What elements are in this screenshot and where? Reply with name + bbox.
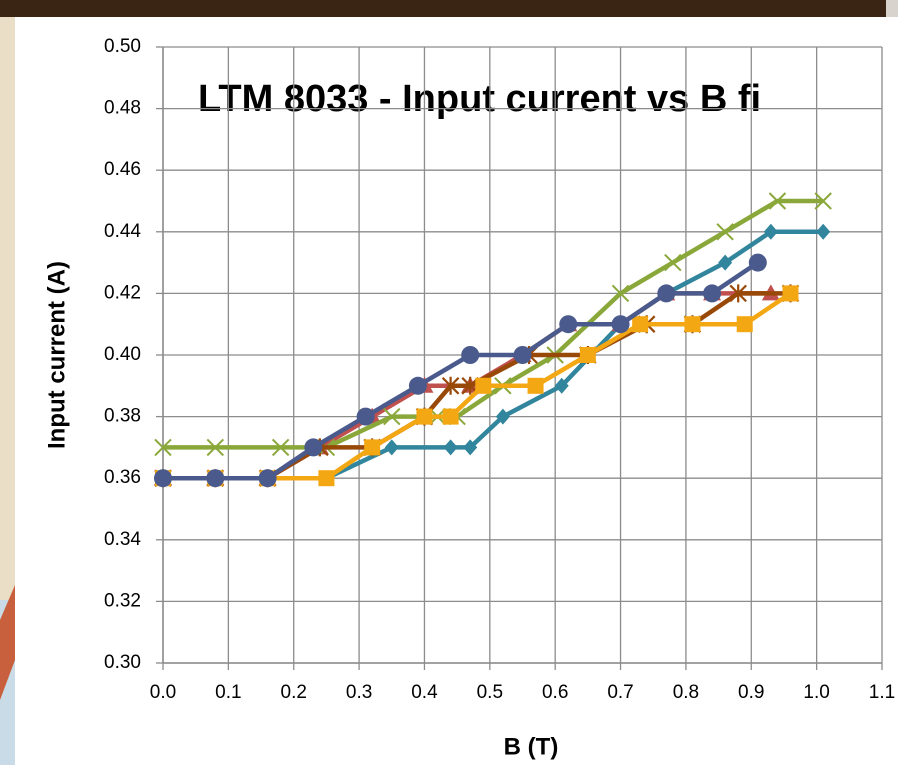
y-tick-label: 0.34	[104, 529, 141, 550]
x-tick-label: 0.0	[150, 682, 176, 703]
banner-edge	[886, 0, 898, 17]
square-marker	[782, 285, 798, 301]
square-marker	[632, 316, 648, 332]
square-marker	[443, 409, 459, 425]
x-tick-label: 0.5	[477, 682, 503, 703]
y-tick-label: 0.48	[104, 98, 141, 119]
circle-marker	[409, 377, 427, 395]
circle-marker	[749, 254, 767, 272]
square-marker	[580, 347, 596, 363]
x-tick-label: 0.2	[281, 682, 307, 703]
chart: LTM 8033 - Input current vs B fi B (T) I…	[0, 0, 898, 765]
square-marker	[528, 378, 544, 394]
x-tick-label: 0.9	[738, 682, 764, 703]
x-tick-label: 1.0	[803, 682, 829, 703]
square-marker	[475, 378, 491, 394]
square-marker	[737, 316, 753, 332]
x-tick-label: 0.4	[411, 682, 438, 703]
y-tick-label: 0.46	[104, 159, 141, 180]
square-marker	[684, 316, 700, 332]
circle-marker	[559, 315, 577, 333]
circle-marker	[206, 469, 224, 487]
y-tick-label: 0.36	[104, 467, 141, 488]
square-marker	[318, 470, 334, 486]
circle-marker	[612, 315, 630, 333]
y-tick-label: 0.50	[104, 36, 141, 57]
circle-marker	[259, 469, 277, 487]
y-tick-label: 0.38	[104, 406, 141, 427]
circle-marker	[461, 346, 479, 364]
circle-marker	[357, 408, 375, 426]
circle-marker	[657, 284, 675, 302]
x-axis-label: B (T)	[504, 733, 559, 760]
square-marker	[364, 439, 380, 455]
x-tick-label: 1.1	[869, 682, 895, 703]
x-tick-label: 0.6	[542, 682, 568, 703]
x-tick-label: 0.3	[346, 682, 372, 703]
circle-marker	[703, 284, 721, 302]
y-tick-label: 0.30	[104, 652, 141, 673]
y-tick-label: 0.44	[104, 221, 141, 242]
y-tick-label: 0.40	[104, 344, 141, 365]
x-tick-label: 0.1	[215, 682, 241, 703]
x-tick-label: 0.8	[673, 682, 699, 703]
circle-marker	[154, 469, 172, 487]
chart-title: LTM 8033 - Input current vs B fi	[198, 78, 761, 120]
banner-photo	[0, 0, 898, 17]
y-axis-label: Input current (A)	[43, 261, 70, 449]
page: {"chart_data": {"type": "line", "title":…	[0, 0, 898, 765]
square-marker	[416, 409, 432, 425]
y-tick-label: 0.42	[104, 282, 141, 303]
circle-marker	[514, 346, 532, 364]
circle-marker	[304, 438, 322, 456]
y-tick-label: 0.32	[104, 590, 141, 611]
x-tick-label: 0.7	[607, 682, 633, 703]
